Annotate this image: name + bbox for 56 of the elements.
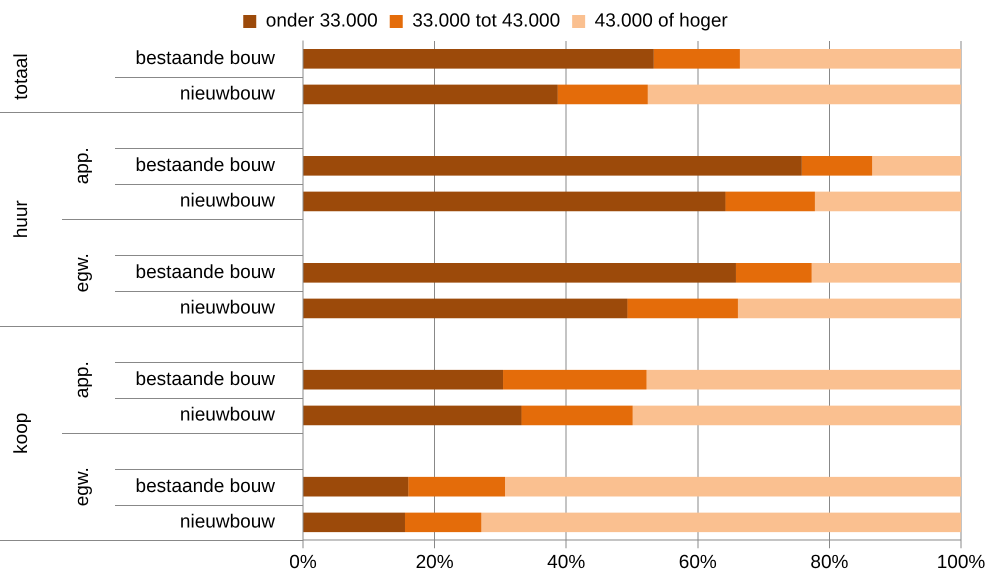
- bar: [503, 370, 646, 390]
- bar: [814, 192, 961, 212]
- x-tick-label: 60%: [678, 552, 717, 573]
- text: app.: [72, 147, 94, 184]
- x-tick-label: 80%: [810, 552, 849, 573]
- x-tick-label: 100%: [936, 552, 986, 573]
- bar: [812, 262, 961, 283]
- text: app.: [72, 361, 94, 398]
- y-tick-label: bestaande bouw: [136, 262, 276, 284]
- bar: [627, 298, 738, 318]
- text: totaal: [11, 53, 32, 100]
- bar: [648, 84, 961, 104]
- bar: [738, 298, 961, 318]
- bar: [505, 476, 961, 497]
- y-tick-label: nieuwbouw: [180, 404, 276, 426]
- bar: [304, 370, 504, 390]
- bar: [304, 192, 726, 212]
- bar: [304, 49, 654, 69]
- y-tick-label: nieuwbouw: [180, 190, 276, 212]
- bar: [304, 476, 408, 497]
- bar: [521, 406, 633, 426]
- bar: [740, 49, 961, 69]
- text: egw.: [72, 467, 94, 506]
- bar: [304, 406, 522, 426]
- bar: [736, 262, 812, 283]
- bar: [404, 512, 482, 532]
- bar: [481, 512, 961, 532]
- x-tick-label: 20%: [416, 552, 454, 573]
- bar: [558, 84, 648, 104]
- y-tick-label: nieuwbouw: [180, 298, 276, 319]
- bar: [632, 406, 961, 426]
- y-tick-label: bestaande bouw: [136, 368, 276, 390]
- x-tick-label: 0%: [289, 552, 317, 573]
- bar: [725, 192, 815, 212]
- legend-label: 33.000 tot 43.000: [412, 10, 560, 32]
- text: egw.: [72, 253, 94, 292]
- bar: [646, 370, 961, 390]
- y-tick-label: bestaande bouw: [136, 48, 276, 70]
- y-tick-label: nieuwbouw: [180, 512, 276, 533]
- x-tick-label: 40%: [547, 552, 586, 573]
- legend-label: 43.000 of hoger: [594, 10, 728, 32]
- bar: [654, 49, 740, 69]
- text: huur: [11, 200, 32, 238]
- bar: [304, 262, 736, 283]
- y-tick-label: nieuwbouw: [180, 84, 276, 105]
- y-tick-label: bestaande bouw: [136, 155, 276, 176]
- bar: [408, 476, 506, 497]
- bar: [304, 84, 558, 104]
- bar: [304, 156, 802, 176]
- text: koop: [11, 412, 32, 454]
- bar: [802, 156, 872, 176]
- legend-label: onder 33.000: [266, 10, 378, 32]
- bar: [872, 156, 961, 176]
- bar: [304, 298, 628, 318]
- bar: [304, 512, 405, 532]
- y-tick-label: bestaande bouw: [136, 476, 276, 497]
